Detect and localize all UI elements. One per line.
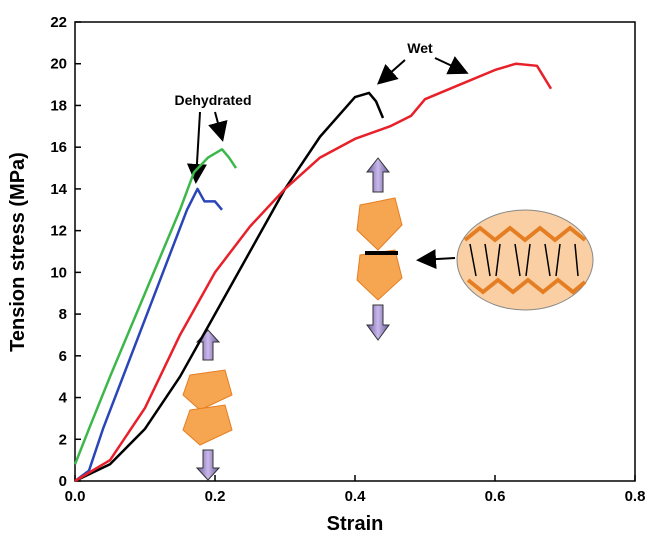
y-tick-label: 12 <box>50 223 67 240</box>
data-line <box>73 148 238 465</box>
x-tick-label: 0.4 <box>345 488 367 505</box>
annotation: Dehydrated <box>174 92 251 108</box>
y-tick-label: 4 <box>59 390 68 407</box>
y-tick-label: 14 <box>50 181 67 198</box>
y-tick-label: 10 <box>50 264 67 281</box>
y-tick-label: 20 <box>50 56 67 73</box>
y-tick-label: 16 <box>50 139 67 156</box>
data-line <box>74 187 223 483</box>
annotation-arrows <box>186 56 469 270</box>
y-tick-label: 0 <box>59 473 67 490</box>
y-axis-label: Tension stress (MPa) <box>7 152 29 352</box>
x-tick-label: 0.2 <box>205 488 226 505</box>
illustration <box>182 157 594 481</box>
x-axis-label: Strain <box>327 513 384 535</box>
y-tick-label: 6 <box>59 348 67 365</box>
annotation: Wet <box>407 40 433 56</box>
data-line <box>74 62 553 483</box>
y-tick-label: 8 <box>59 306 67 323</box>
x-tick-label: 0.0 <box>65 488 86 505</box>
y-tick-label: 2 <box>59 431 67 448</box>
x-tick-label: 0.6 <box>485 488 506 505</box>
data-line <box>74 91 385 483</box>
y-tick-label: 18 <box>50 97 67 114</box>
y-tick-label: 22 <box>50 14 67 31</box>
x-tick-label: 0.8 <box>625 488 646 505</box>
